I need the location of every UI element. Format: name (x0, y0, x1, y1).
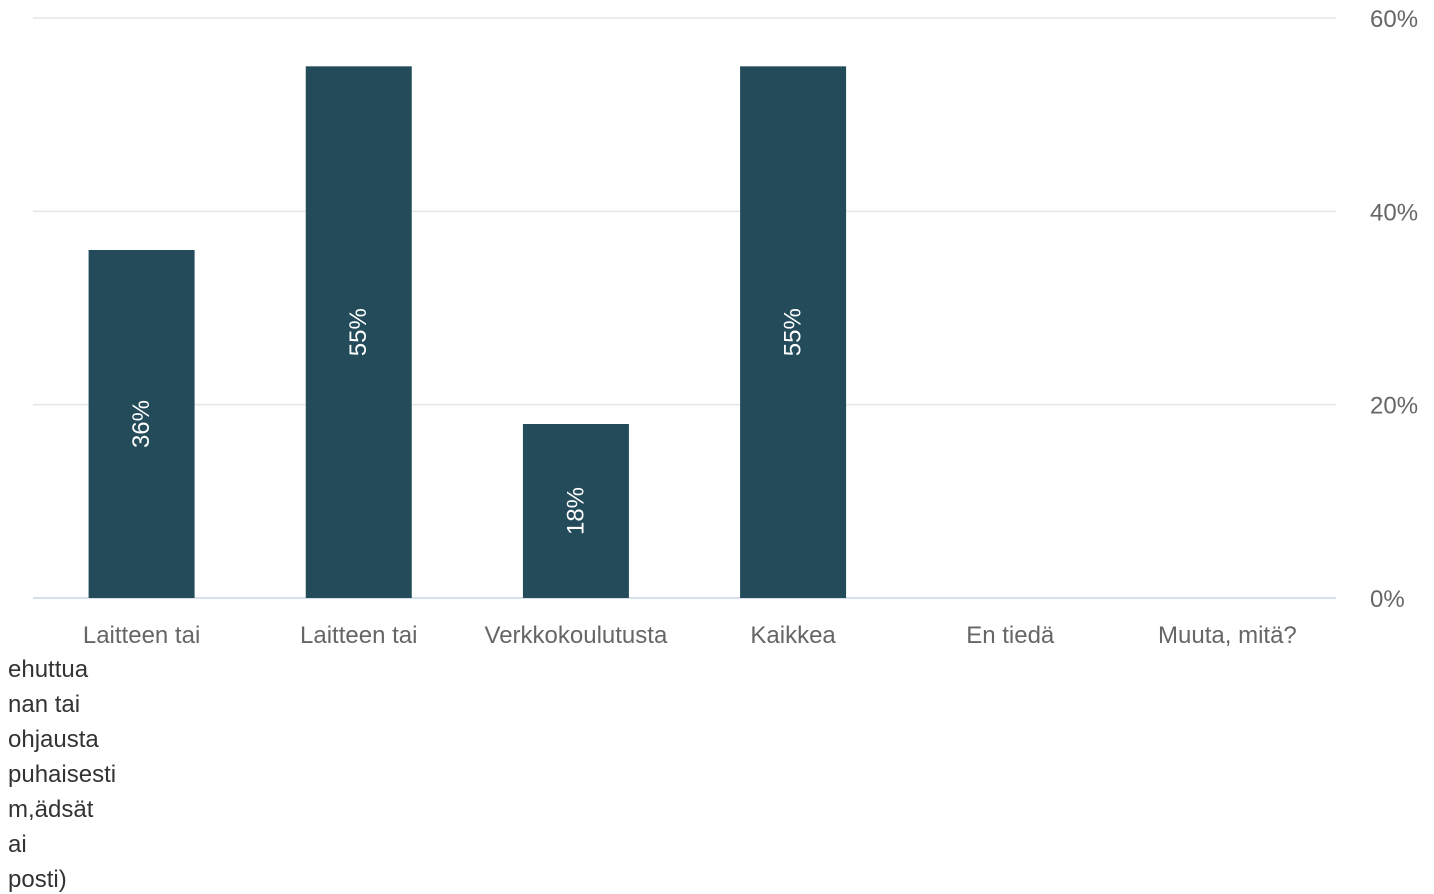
overflow-text-line: m,ädsät (8, 796, 94, 823)
data-label: 55% (780, 308, 807, 356)
grid-lines (33, 17, 1336, 599)
y-tick-label: 0% (1370, 586, 1405, 613)
data-label: 36% (128, 400, 155, 448)
overflow-text-line: puhaisesti (8, 761, 117, 788)
overflow-text-line: ohjausta (8, 726, 99, 753)
overflow-text-line: nan tai (8, 691, 81, 718)
bar[interactable] (522, 424, 629, 598)
data-label: 18% (562, 487, 589, 535)
x-tick-label: Kaikkea (750, 622, 836, 649)
x-tick-label: Laitteen tai (83, 622, 200, 649)
y-tick-label: 20% (1370, 393, 1418, 420)
overflow-text-line: ai (8, 831, 27, 858)
overflow-text-line: ehuttua (8, 656, 89, 683)
data-label: 55% (345, 308, 372, 356)
y-axis-ticks: 0% 20% 40% 60% (1370, 6, 1418, 613)
overflow-text-line: posti) (8, 866, 67, 893)
bars (88, 66, 847, 599)
x-axis-ticks: Laitteen tai Laitteen tai Verkkokoulutusta… (83, 622, 1297, 649)
bar[interactable] (88, 250, 195, 598)
x-tick-label: Verkkokoulutusta (485, 622, 668, 649)
bar[interactable] (740, 66, 847, 599)
x-tick-label: Muuta, mitä? (1158, 622, 1297, 649)
y-tick-label: 40% (1370, 199, 1418, 226)
x-tick-label: Laitteen tai (300, 622, 417, 649)
x-tick-label: En tiedä (966, 622, 1055, 649)
bar[interactable] (305, 66, 412, 599)
y-tick-label: 60% (1370, 6, 1418, 33)
data-labels: 36% 55% 18% 55% (128, 308, 807, 535)
